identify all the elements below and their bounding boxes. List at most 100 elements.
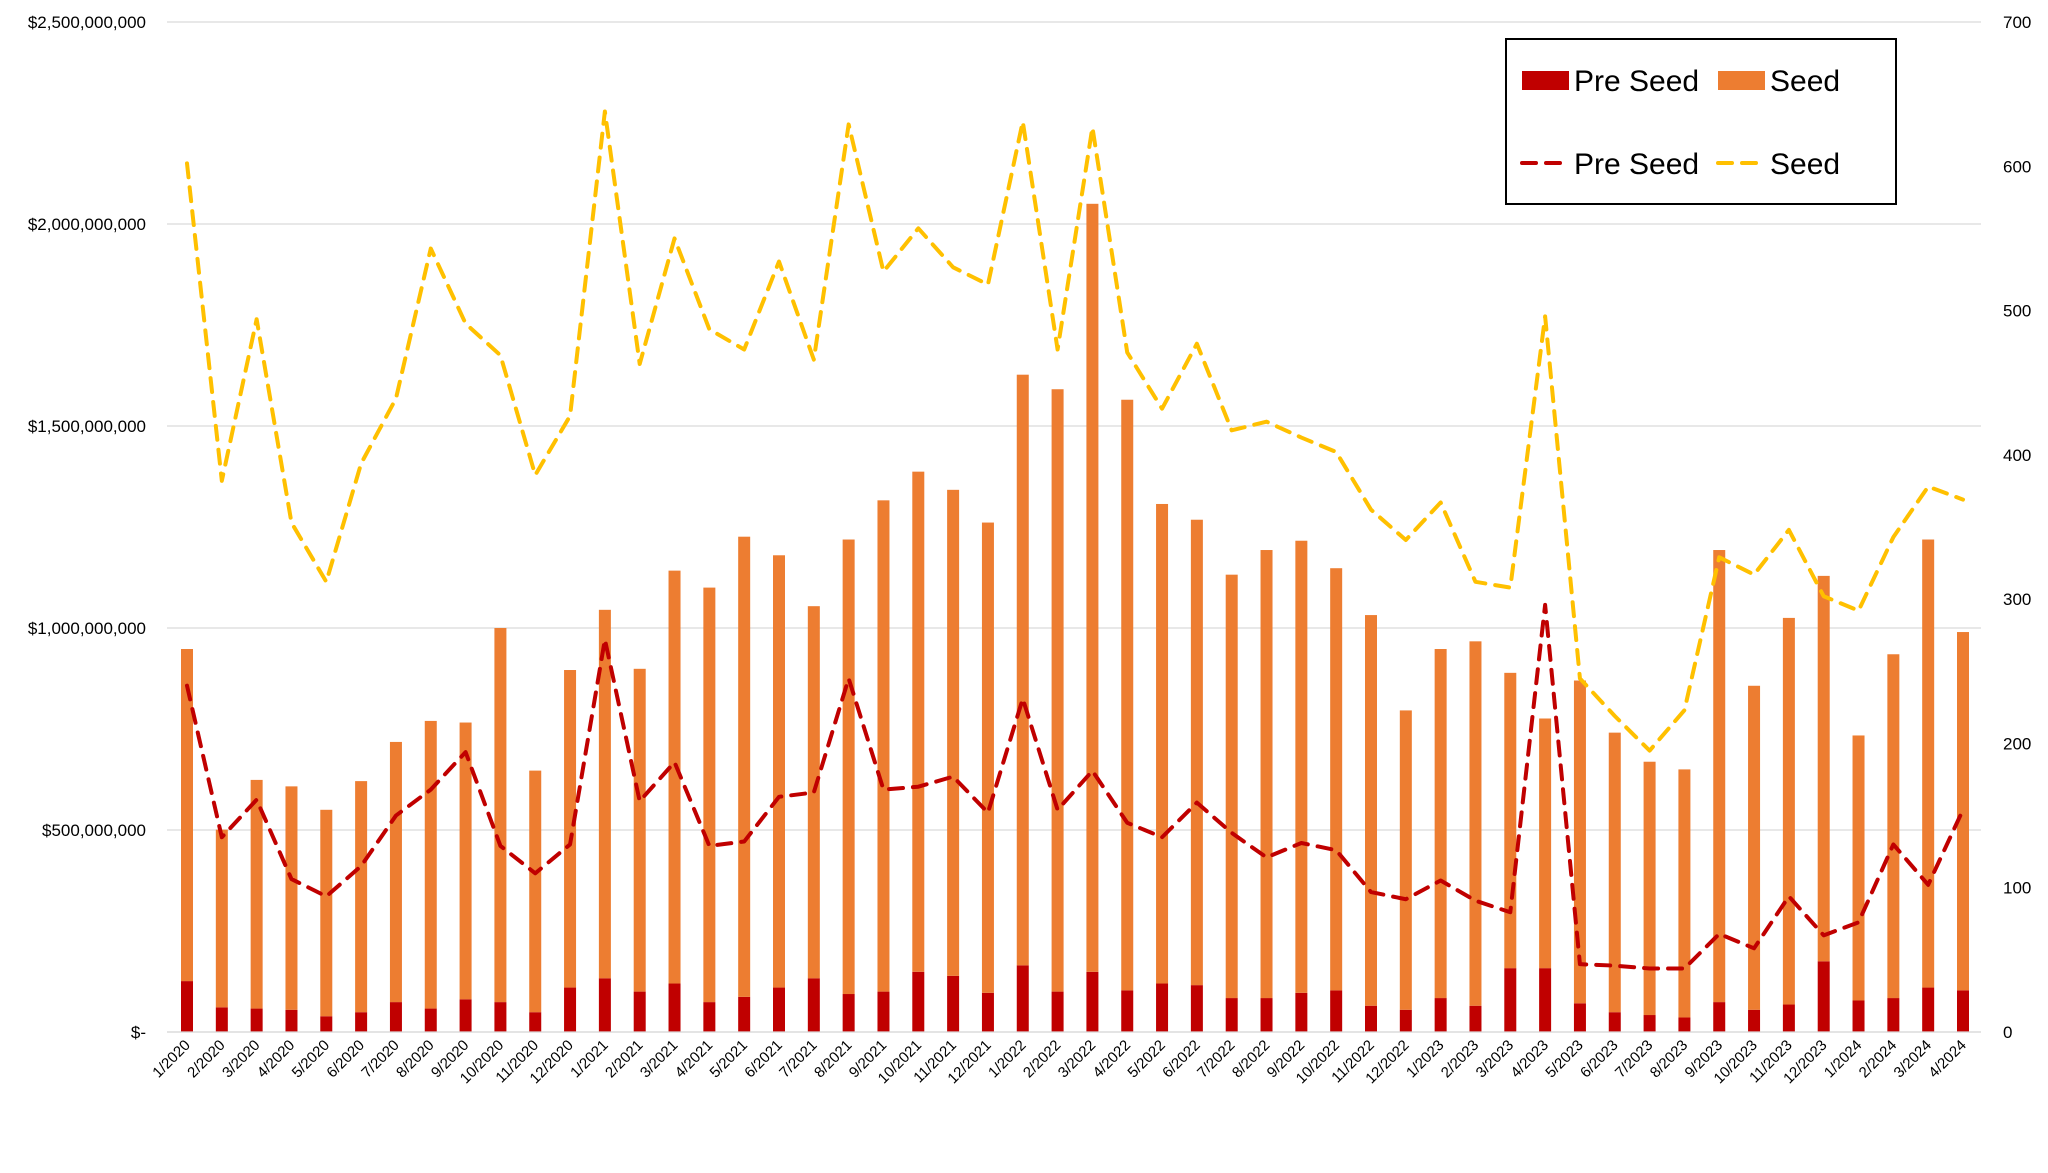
- bar-seed: [703, 587, 716, 1003]
- x-tick-label: 2/2021: [602, 1037, 646, 1081]
- x-tick-label: 1/2022: [985, 1037, 1029, 1081]
- bar-seed: [1957, 632, 1969, 991]
- bar-pre-seed: [1156, 983, 1169, 1032]
- x-tick-label: 6/2020: [323, 1037, 367, 1081]
- bar-seed: [320, 809, 333, 1017]
- bar-seed: [912, 471, 925, 972]
- bar-seed: [668, 570, 681, 984]
- bar-pre-seed: [1887, 998, 1900, 1032]
- legend-label-pre-seed-line: Pre Seed: [1574, 148, 1699, 181]
- bar-pre-seed: [459, 999, 472, 1032]
- bar-seed: [1016, 374, 1029, 966]
- bar-seed: [459, 722, 472, 1000]
- bar-pre-seed: [1504, 968, 1517, 1032]
- bar-pre-seed: [912, 971, 925, 1032]
- bar-pre-seed: [668, 983, 681, 1032]
- bar-pre-seed: [703, 1002, 716, 1032]
- bar-seed: [215, 829, 228, 1008]
- bar-seed: [1852, 735, 1865, 1001]
- y-tick-label: $1,000,000,000: [28, 619, 146, 638]
- lines: [185, 109, 1965, 971]
- x-tick-label: 1/2020: [149, 1037, 193, 1081]
- bar-seed: [1817, 575, 1830, 962]
- bar-pre-seed: [1365, 1005, 1377, 1032]
- bar-pre-seed: [1817, 961, 1830, 1032]
- bar-seed: [1748, 685, 1761, 1010]
- legend-label-pre-seed-bar: Pre Seed: [1574, 65, 1699, 98]
- bar-pre-seed: [877, 991, 890, 1032]
- bar-seed: [564, 670, 577, 988]
- x-tick-label: 5/2022: [1124, 1037, 1168, 1081]
- x-tick-label: 6/2023: [1577, 1037, 1621, 1081]
- bar-seed: [1121, 399, 1134, 991]
- y2-tick-label: 500: [2003, 302, 2031, 321]
- bar-seed: [529, 770, 542, 1013]
- bar-seed: [738, 536, 751, 997]
- bar-seed: [1330, 568, 1343, 991]
- bar-pre-seed: [981, 992, 994, 1032]
- bar-seed: [1713, 550, 1726, 1003]
- x-tick-label: 4/2020: [254, 1037, 298, 1081]
- line-pre-seed: [185, 602, 1965, 971]
- bar-seed: [877, 500, 890, 992]
- bar-pre-seed: [1399, 1009, 1412, 1032]
- bar-seed: [1434, 649, 1447, 999]
- bar-seed: [181, 649, 193, 982]
- bar-pre-seed: [598, 978, 611, 1032]
- x-tick-label: 7/2020: [358, 1037, 402, 1081]
- y-tick-label: $2,500,000,000: [28, 13, 146, 32]
- bar-seed: [842, 539, 855, 995]
- x-tick-label: 2/2023: [1438, 1037, 1482, 1081]
- bar-pre-seed: [1782, 1004, 1795, 1032]
- bar-pre-seed: [285, 1009, 298, 1032]
- bar-seed: [1469, 641, 1482, 1006]
- bar-pre-seed: [1748, 1009, 1761, 1032]
- x-tick-label: 4/2022: [1090, 1037, 1134, 1081]
- y2-tick-label: 600: [2003, 157, 2031, 176]
- bar-pre-seed: [807, 978, 820, 1032]
- bar-pre-seed: [1713, 1002, 1726, 1032]
- bar-seed: [1295, 540, 1308, 993]
- x-tick-label: 2/2020: [184, 1037, 228, 1081]
- bar-seed: [355, 781, 368, 1013]
- bar-pre-seed: [1295, 992, 1308, 1032]
- bar-pre-seed: [250, 1008, 263, 1032]
- bar-seed: [947, 489, 960, 976]
- y2-tick-label: 200: [2003, 734, 2031, 753]
- bar-seed: [1782, 617, 1795, 1005]
- bar-pre-seed: [355, 1012, 368, 1032]
- x-tick-label: 5/2021: [707, 1037, 751, 1081]
- bar-seed: [1051, 389, 1064, 992]
- bars: [181, 203, 1969, 1032]
- bar-pre-seed: [1608, 1012, 1621, 1032]
- x-tick-label: 8/2020: [393, 1037, 437, 1081]
- bar-pre-seed: [1051, 991, 1064, 1032]
- x-tick-label: 7/2022: [1194, 1037, 1238, 1081]
- legend-swatch-seed-bar: [1718, 71, 1765, 90]
- x-tick-label: 2/2022: [1020, 1037, 1064, 1081]
- x-tick-label: 8/2021: [811, 1037, 855, 1081]
- legend-box: [1505, 38, 1897, 205]
- x-tick-label: 4/2024: [1925, 1037, 1969, 1081]
- bar-pre-seed: [1121, 990, 1134, 1032]
- bar-seed: [1922, 539, 1935, 988]
- x-tick-label: 6/2022: [1159, 1037, 1203, 1081]
- bar-pre-seed: [1957, 990, 1969, 1032]
- x-tick-label: 3/2022: [1055, 1037, 1099, 1081]
- bar-seed: [1608, 732, 1621, 1013]
- bar-seed: [1539, 718, 1552, 969]
- x-tick-label: 7/2023: [1612, 1037, 1656, 1081]
- y-tick-label: $1,500,000,000: [28, 417, 146, 436]
- bar-seed: [1225, 574, 1238, 999]
- bar-pre-seed: [1539, 968, 1552, 1032]
- x-tick-label: 3/2024: [1891, 1037, 1935, 1081]
- x-tick-label: 3/2020: [219, 1037, 263, 1081]
- legend: Pre Seed Seed Pre Seed Seed: [1505, 38, 1897, 205]
- x-axis: 1/20202/20203/20204/20205/20206/20207/20…: [149, 1031, 1981, 1087]
- x-tick-label: 1/2023: [1403, 1037, 1447, 1081]
- y-tick-label: $2,000,000,000: [28, 215, 146, 234]
- x-tick-label: 5/2020: [289, 1037, 333, 1081]
- x-tick-label: 8/2023: [1647, 1037, 1691, 1081]
- bar-pre-seed: [633, 991, 646, 1032]
